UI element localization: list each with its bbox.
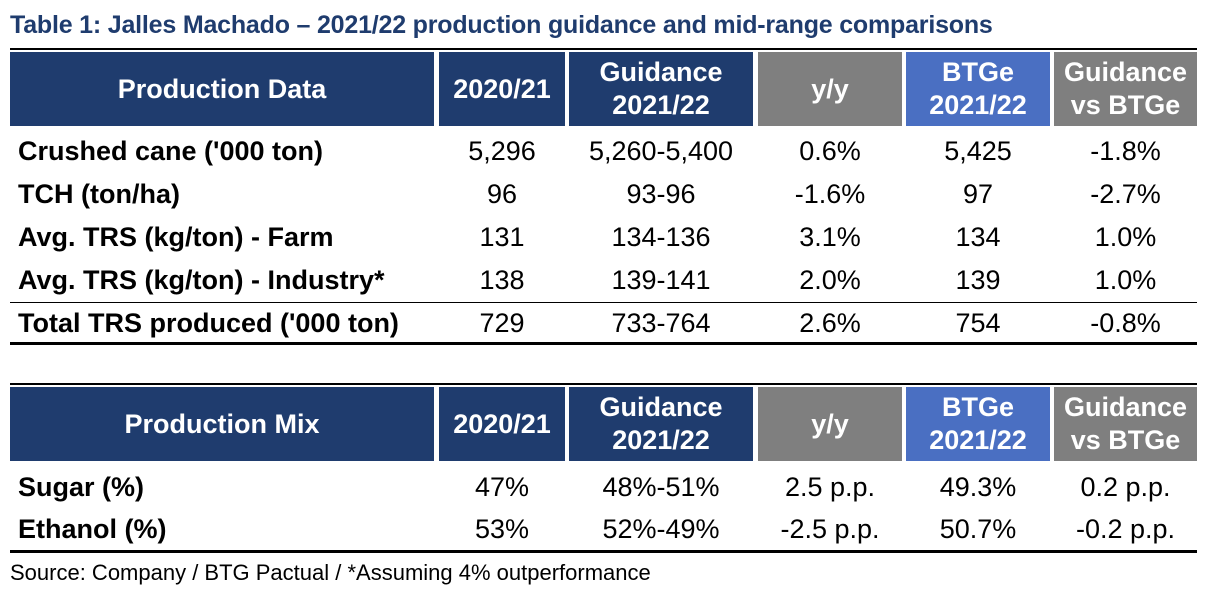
source-note: Source: Company / BTG Pactual / *Assumin… bbox=[10, 560, 651, 585]
table-row: Sugar (%) 47% 48%-51% 2.5 p.p. 49.3% 0.2… bbox=[10, 466, 1197, 509]
row-label: Sugar (%) bbox=[18, 472, 145, 502]
cell-btge: 139 bbox=[955, 265, 1001, 295]
cell-yy: 2.6% bbox=[799, 308, 861, 338]
table-row: Crushed cane ('000 ton) 5,296 5,260-5,40… bbox=[10, 130, 1197, 173]
row-label: Ethanol (%) bbox=[18, 514, 167, 544]
cell-guidance-vs-btge: 1.0% bbox=[1094, 265, 1157, 295]
cell-2020-21: 131 bbox=[479, 222, 525, 252]
cell-yy: 3.1% bbox=[799, 222, 861, 252]
table2-top-rule bbox=[10, 383, 1197, 385]
table2-header: Production Mix 2020/21 Guidance 2021/22 … bbox=[10, 387, 1197, 461]
cell-guidance: 48%-51% bbox=[602, 472, 720, 502]
total-divider bbox=[10, 302, 1197, 303]
cell-btge: 754 bbox=[955, 308, 1001, 338]
cell-guidance: 52%-49% bbox=[602, 514, 720, 544]
table1-header-btge: BTGe 2021/22 bbox=[906, 52, 1050, 126]
cell-yy: 2.5 p.p. bbox=[784, 472, 876, 502]
cell-btge: 5,425 bbox=[944, 136, 1012, 166]
table2-header-production-mix: Production Mix bbox=[10, 387, 434, 461]
cell-yy: 2.0% bbox=[799, 265, 861, 295]
cell-btge: 50.7% bbox=[939, 514, 1017, 544]
table2-header-guidance: Guidance 2021/22 bbox=[569, 387, 753, 461]
cell-btge: 49.3% bbox=[939, 472, 1017, 502]
row-label: Avg. TRS (kg/ton) - Farm bbox=[18, 222, 334, 252]
cell-2020-21: 53% bbox=[474, 514, 530, 544]
table1-header-guidance: Guidance 2021/22 bbox=[569, 52, 753, 126]
row-label: Crushed cane ('000 ton) bbox=[18, 136, 323, 166]
table-row: Avg. TRS (kg/ton) - Industry* 138 139-14… bbox=[10, 259, 1197, 302]
cell-guidance-vs-btge: -1.8% bbox=[1090, 136, 1161, 166]
cell-guidance: 733-764 bbox=[611, 308, 711, 338]
cell-2020-21: 729 bbox=[479, 308, 525, 338]
cell-2020-21: 138 bbox=[479, 265, 525, 295]
table2-header-guidance-vs-btge: Guidance vs BTGe bbox=[1054, 387, 1197, 461]
cell-btge: 134 bbox=[955, 222, 1001, 252]
cell-guidance-vs-btge: -0.2 p.p. bbox=[1075, 514, 1176, 544]
cell-guidance: 139-141 bbox=[611, 265, 711, 295]
cell-guidance: 93-96 bbox=[626, 179, 696, 209]
cell-yy: 0.6% bbox=[799, 136, 861, 166]
table1-header-yy: y/y bbox=[758, 52, 902, 126]
table1-top-rule bbox=[10, 48, 1197, 50]
table1-header-production-data: Production Data bbox=[10, 52, 434, 126]
table-row: Avg. TRS (kg/ton) - Farm 131 134-136 3.1… bbox=[10, 216, 1197, 259]
cell-2020-21: 96 bbox=[486, 179, 518, 209]
row-label: TCH (ton/ha) bbox=[18, 179, 180, 209]
cell-2020-21: 5,296 bbox=[468, 136, 536, 166]
table2-bottom-rule bbox=[10, 550, 1197, 553]
table2-header-btge: BTGe 2021/22 bbox=[906, 387, 1050, 461]
cell-guidance-vs-btge: -0.8% bbox=[1090, 308, 1161, 338]
cell-guidance-vs-btge: 1.0% bbox=[1094, 222, 1157, 252]
cell-guidance: 134-136 bbox=[611, 222, 711, 252]
table-row-total: Total TRS produced ('000 ton) 729 733-76… bbox=[10, 302, 1197, 345]
table-title: Table 1: Jalles Machado – 2021/22 produc… bbox=[10, 11, 993, 39]
table1-header-2020-21: 2020/21 bbox=[439, 52, 565, 126]
cell-yy: -2.5 p.p. bbox=[780, 514, 880, 544]
cell-yy: -1.6% bbox=[794, 179, 866, 209]
table-row: TCH (ton/ha) 96 93-96 -1.6% 97 -2.7% bbox=[10, 173, 1197, 216]
table2-header-2020-21: 2020/21 bbox=[439, 387, 565, 461]
row-label: Avg. TRS (kg/ton) - Industry* bbox=[18, 265, 385, 295]
row-label: Total TRS produced ('000 ton) bbox=[18, 308, 399, 338]
cell-guidance: 5,260-5,400 bbox=[588, 136, 734, 166]
table1-bottom-rule bbox=[10, 342, 1197, 345]
table-row: Ethanol (%) 53% 52%-49% -2.5 p.p. 50.7% … bbox=[10, 508, 1197, 551]
cell-guidance-vs-btge: 0.2 p.p. bbox=[1080, 472, 1171, 502]
table1-header-guidance-vs-btge: Guidance vs BTGe bbox=[1054, 52, 1197, 126]
table1-header: Production Data 2020/21 Guidance 2021/22… bbox=[10, 52, 1197, 126]
cell-guidance-vs-btge: -2.7% bbox=[1090, 179, 1161, 209]
table2-header-yy: y/y bbox=[758, 387, 902, 461]
cell-2020-21: 47% bbox=[474, 472, 530, 502]
cell-btge: 97 bbox=[962, 179, 994, 209]
